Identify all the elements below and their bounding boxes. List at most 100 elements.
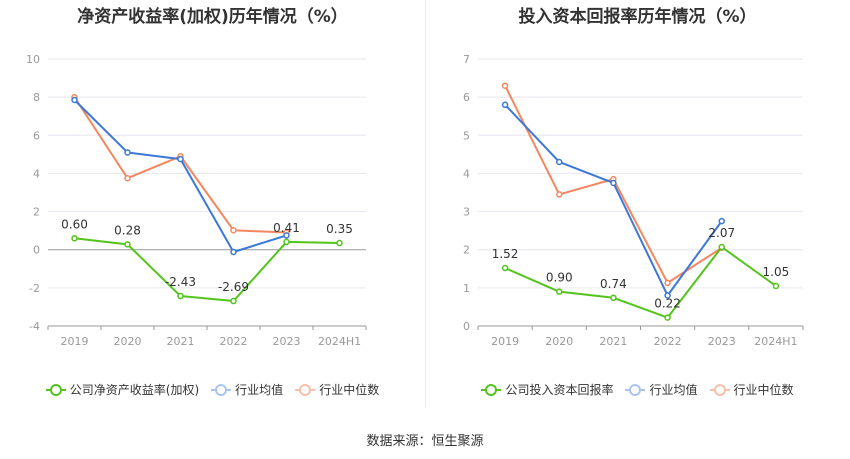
legend-label: 行业均值 — [649, 383, 698, 397]
data-point — [610, 294, 617, 302]
legend-item-industry-median[interactable]: 行业中位数 — [709, 381, 794, 398]
series-line — [74, 237, 340, 303]
data-label: 0.22 — [654, 297, 681, 311]
y-tick-label: 10 — [26, 53, 40, 66]
y-tick-label: -4 — [29, 320, 40, 333]
data-point — [71, 96, 78, 104]
y-tick-label: 3 — [463, 206, 470, 219]
data-source-note: 数据来源：恒生聚源 — [366, 434, 484, 449]
legend-line-icon — [709, 383, 730, 397]
legend-item-company-roic[interactable]: 公司投入资本回报率 — [481, 381, 613, 398]
data-label: 1.52 — [492, 247, 519, 261]
legend-label: 公司净资产收益率(加权) — [69, 383, 200, 397]
data-point — [501, 101, 509, 109]
data-point — [718, 243, 725, 251]
data-point — [664, 292, 671, 299]
legend-line-icon — [481, 383, 502, 397]
roic-chart: 投入资本回报率历年情况（%） 7 6 5 4 3 2 1 0 2019 2020 2021 2022 2… — [425, 0, 850, 410]
y-tick-label: 5 — [463, 129, 470, 142]
data-label: 0.35 — [326, 222, 353, 236]
data-point — [177, 292, 184, 300]
data-point — [124, 241, 131, 248]
roe-chart: 净资产收益率(加权)历年情况（%） 10 8 6 4 2 0 -2 -4 2019 2020 202… — [0, 0, 425, 410]
roic-chart-legend: 公司投入资本回报率 行业均值 行业中位数 — [425, 381, 850, 398]
data-point — [556, 191, 563, 198]
data-point — [556, 158, 563, 166]
x-tick-label: 2019 — [61, 335, 89, 348]
y-tick-label: 1 — [463, 282, 470, 295]
y-tick-label: 2 — [463, 244, 470, 257]
y-tick-label: 8 — [33, 91, 40, 104]
x-tick-label: 2024H1 — [754, 335, 797, 348]
x-tick-label: 2021 — [167, 335, 195, 348]
x-tick-label: 2021 — [599, 335, 627, 348]
data-label: 0.41 — [273, 221, 300, 235]
x-tick-label: 2019 — [491, 335, 519, 348]
data-point — [501, 82, 509, 89]
legend-line-icon — [625, 383, 646, 397]
legend-item-industry-median[interactable]: 行业中位数 — [295, 381, 379, 398]
data-label: 1.05 — [763, 265, 790, 279]
y-tick-label: 4 — [463, 167, 470, 180]
x-tick-label: 2023 — [273, 335, 301, 348]
y-tick-label: 6 — [33, 129, 40, 142]
data-point — [556, 288, 563, 295]
x-tick-label: 2024H1 — [318, 335, 361, 348]
roe-chart-legend: 公司净资产收益率(加权) 行业均值 行业中位数 — [0, 381, 425, 398]
series-line — [73, 96, 287, 234]
data-label: 2.07 — [708, 226, 735, 240]
data-label: 0.28 — [114, 223, 141, 237]
y-tick-label: 0 — [463, 320, 470, 333]
data-point — [230, 248, 237, 256]
roic-chart-title: 投入资本回报率历年情况（%） — [518, 7, 757, 27]
data-label: 0.74 — [600, 277, 627, 291]
data-point — [718, 217, 725, 225]
data-point — [283, 232, 290, 239]
series-line — [73, 99, 287, 254]
data-label: 0.90 — [546, 271, 573, 285]
roe-chart-title: 净资产收益率(加权)历年情况（%） — [77, 7, 348, 27]
legend-label: 公司投入资本回报率 — [505, 383, 614, 397]
data-point — [230, 297, 237, 305]
x-tick-label: 2022 — [654, 335, 682, 348]
data-point — [71, 235, 78, 242]
legend-line-icon — [45, 383, 66, 397]
chart-divider — [425, 0, 426, 408]
series-line — [504, 104, 723, 297]
legend-line-icon — [295, 383, 316, 397]
data-label: 0.60 — [61, 217, 88, 231]
data-point — [664, 314, 671, 321]
data-point — [610, 179, 617, 187]
data-point — [336, 239, 343, 247]
y-tick-label: 4 — [33, 167, 40, 180]
data-point — [230, 227, 237, 234]
legend-label: 行业中位数 — [319, 383, 380, 397]
data-point — [124, 174, 131, 182]
data-point — [501, 264, 509, 272]
legend-label: 行业中位数 — [733, 383, 794, 397]
roic-chart-plot: 7 6 5 4 3 2 1 0 2019 2020 2021 2022 2023 2024H1 1.52 0.… — [463, 53, 804, 348]
legend-item-industry-mean[interactable]: 行业均值 — [625, 381, 698, 398]
y-tick-label: -2 — [29, 282, 40, 295]
data-point — [772, 282, 780, 290]
legend-item-industry-mean[interactable]: 行业均值 — [211, 381, 283, 398]
y-tick-label: 2 — [33, 206, 40, 219]
x-tick-label: 2023 — [708, 335, 736, 348]
x-tick-label: 2020 — [545, 335, 573, 348]
data-point — [177, 155, 184, 163]
data-point — [283, 238, 290, 246]
y-tick-label: 0 — [33, 244, 40, 257]
roe-chart-plot: 10 8 6 4 2 0 -2 -4 2019 2020 2021 2022 2023 2024H1 0.6… — [26, 53, 367, 348]
y-tick-label: 6 — [463, 91, 470, 104]
legend-line-icon — [211, 383, 232, 397]
x-tick-label: 2020 — [114, 335, 142, 348]
legend-item-company-roe[interactable]: 公司净资产收益率(加权) — [45, 381, 200, 398]
series-line — [504, 246, 777, 319]
x-tick-label: 2022 — [220, 335, 248, 348]
data-point — [124, 149, 131, 156]
data-label: -2.69 — [218, 280, 249, 294]
y-tick-label: 7 — [463, 53, 470, 66]
legend-label: 行业均值 — [235, 383, 284, 397]
data-label: -2.43 — [165, 275, 196, 289]
data-point — [664, 279, 671, 287]
